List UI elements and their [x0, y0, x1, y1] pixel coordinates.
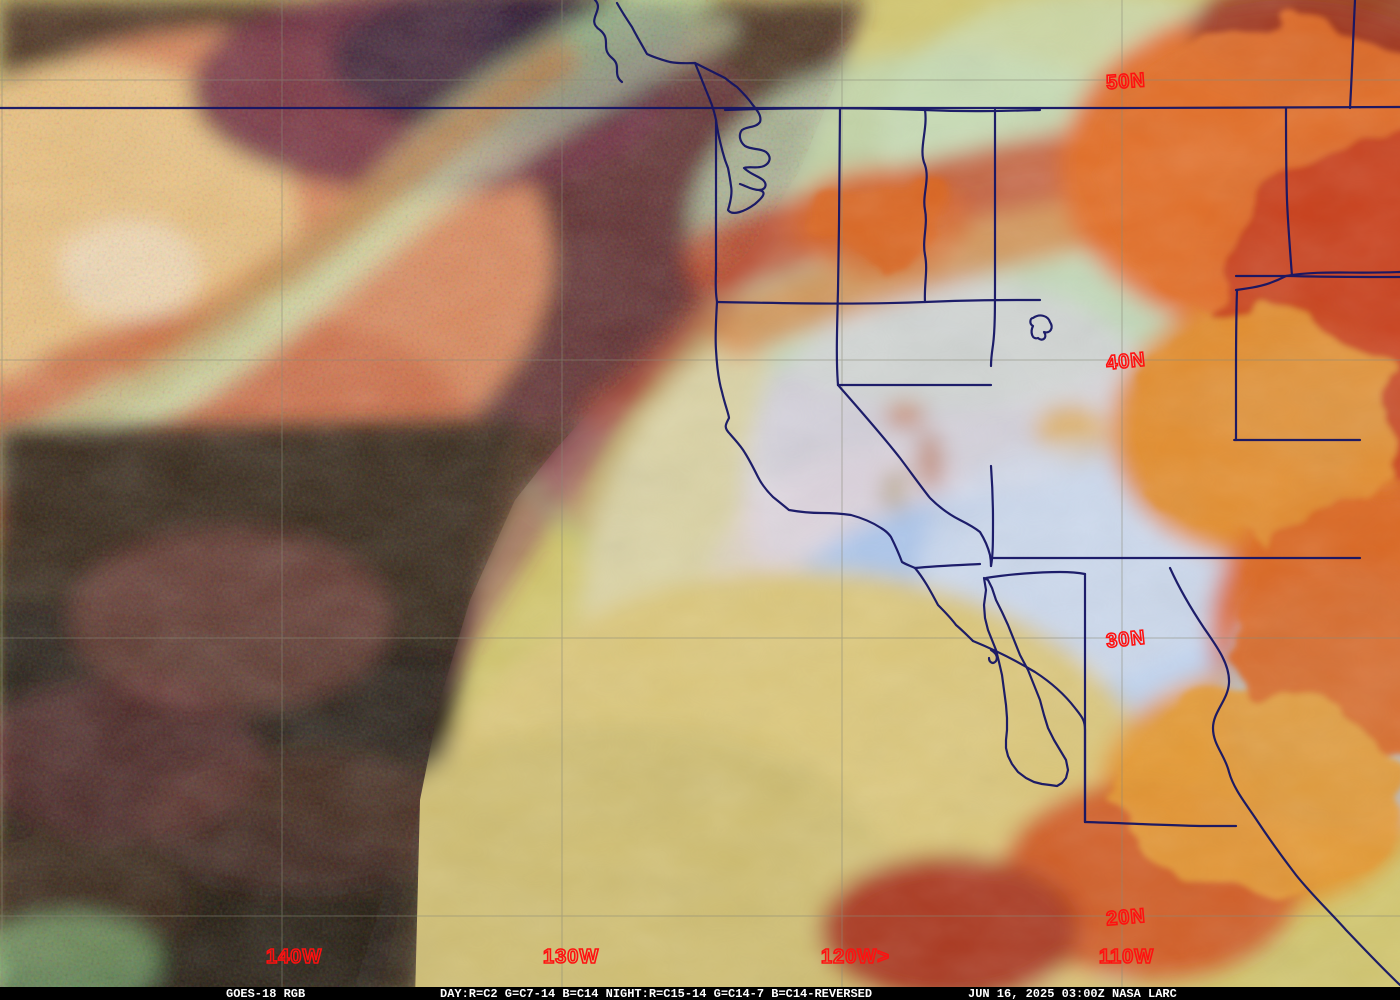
svg-text:DAY:R=C2 G=C7-14 B=C14 NIGHT:: DAY:R=C2 G=C7-14 B=C14 NIGHT:R=C15-14 G=… — [440, 987, 872, 1000]
svg-text:40N: 40N — [1105, 349, 1147, 375]
svg-text:50N: 50N — [1105, 69, 1146, 94]
svg-text:JUN 16, 2025 03:00Z NASA LARC: JUN 16, 2025 03:00Z NASA LARC — [968, 987, 1177, 1000]
svg-text:20N: 20N — [1105, 905, 1146, 930]
svg-text:140W: 140W — [266, 946, 322, 968]
svg-text:GOES-18 RGB: GOES-18 RGB — [226, 987, 305, 1000]
svg-text:120W>: 120W> — [821, 946, 890, 968]
svg-text:30N: 30N — [1105, 627, 1147, 653]
svg-text:130W: 130W — [543, 946, 599, 968]
svg-text:110W: 110W — [1099, 946, 1154, 968]
